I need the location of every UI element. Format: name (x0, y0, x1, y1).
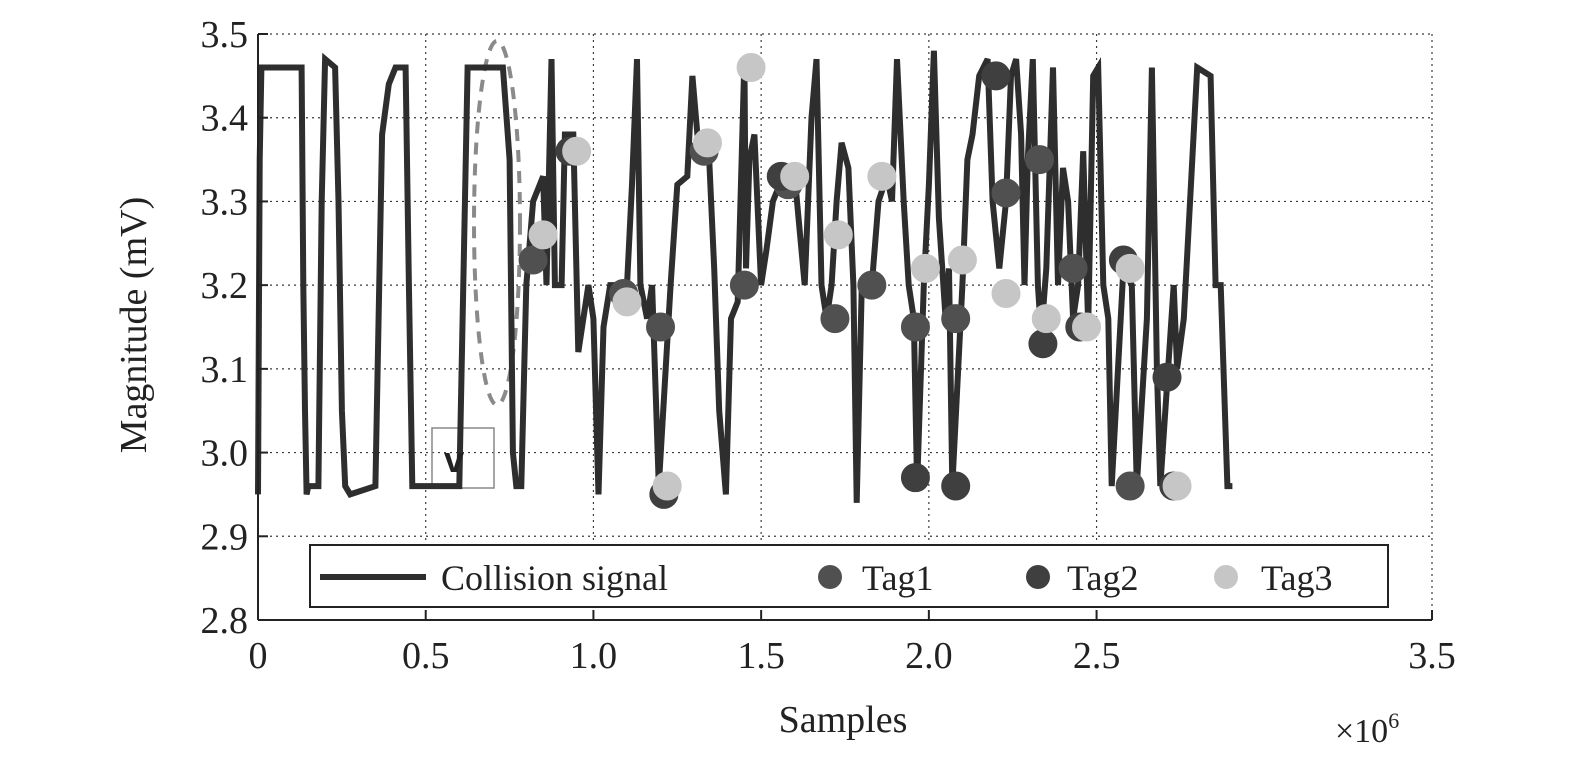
point-tag1 (518, 245, 548, 275)
y-tick-label: 3.1 (201, 349, 249, 391)
y-tick-label: 3.4 (201, 98, 249, 140)
point-tag3 (911, 253, 941, 283)
point-tag1 (900, 312, 930, 342)
x-tick-label: 0 (249, 635, 268, 677)
legend-swatch-tag2 (1026, 565, 1050, 589)
y-tick-label: 3.2 (201, 265, 249, 307)
point-tag1 (1115, 471, 1145, 501)
x-tick-label: 2.5 (1073, 635, 1121, 677)
x-tick-label: 0.5 (402, 635, 450, 677)
point-tag3 (1115, 253, 1145, 283)
legend: Collision signal Tag1 Tag2 Tag3 (309, 544, 1389, 608)
point-tag1 (1058, 253, 1088, 283)
x-multiplier: ×106 (1335, 708, 1399, 750)
point-tag3 (991, 279, 1021, 309)
point-tag1 (1025, 145, 1055, 175)
legend-swatch-tag3 (1214, 565, 1238, 589)
legend-label-tag2: Tag2 (1067, 558, 1138, 598)
point-tag3 (823, 220, 853, 250)
annotation-ellipse (472, 39, 522, 407)
point-tag3 (736, 52, 766, 82)
legend-label-collision-signal: Collision signal (441, 558, 668, 598)
annotation-label: v (444, 439, 464, 480)
point-tag3 (1072, 312, 1102, 342)
point-tag1 (857, 270, 887, 300)
x-tick-label: 3.5 (1408, 635, 1456, 677)
point-tag1 (820, 304, 850, 334)
x-axis-label: Samples (779, 699, 908, 741)
point-tag2 (981, 61, 1011, 91)
point-tag3 (1162, 471, 1192, 501)
legend-box (309, 544, 1389, 608)
y-tick-label: 3.3 (201, 181, 249, 223)
point-tag3 (867, 161, 897, 191)
axes: 0 0.5 1.0 1.5 2.0 2.5 3.5 2.8 2.9 3.0 3.1 3.2 3.3 3.4… (201, 14, 1456, 677)
point-tag1 (646, 312, 676, 342)
legend-label-tag3: Tag3 (1261, 558, 1332, 598)
point-tag3 (947, 245, 977, 275)
point-tag3 (652, 471, 682, 501)
point-tag1 (941, 304, 971, 334)
series-layer (255, 50, 1233, 509)
point-tag2 (1152, 362, 1182, 392)
point-tag3 (692, 128, 722, 158)
y-tick-label: 2.9 (201, 516, 249, 558)
y-axis-label: Magnitude (mV) (113, 197, 155, 453)
point-tag1 (729, 270, 759, 300)
legend-label-tag1: Tag1 (862, 558, 933, 598)
point-tag3 (612, 287, 642, 317)
point-tag3 (1031, 304, 1061, 334)
y-tick-label: 3.5 (201, 14, 249, 56)
legend-swatch-tag1 (818, 565, 842, 589)
x-tick-label: 1.0 (570, 635, 618, 677)
point-tag1 (991, 178, 1021, 208)
x-tick-label: 2.0 (905, 635, 953, 677)
y-tick-label: 2.8 (201, 600, 249, 642)
x-tick-label: 1.5 (737, 635, 785, 677)
point-tag3 (780, 161, 810, 191)
point-tag3 (528, 220, 558, 250)
y-tick-label: 3.0 (201, 433, 249, 475)
point-tag3 (562, 136, 592, 166)
point-tag2 (1028, 329, 1058, 359)
point-tag2 (941, 471, 971, 501)
point-tag2 (900, 463, 930, 493)
